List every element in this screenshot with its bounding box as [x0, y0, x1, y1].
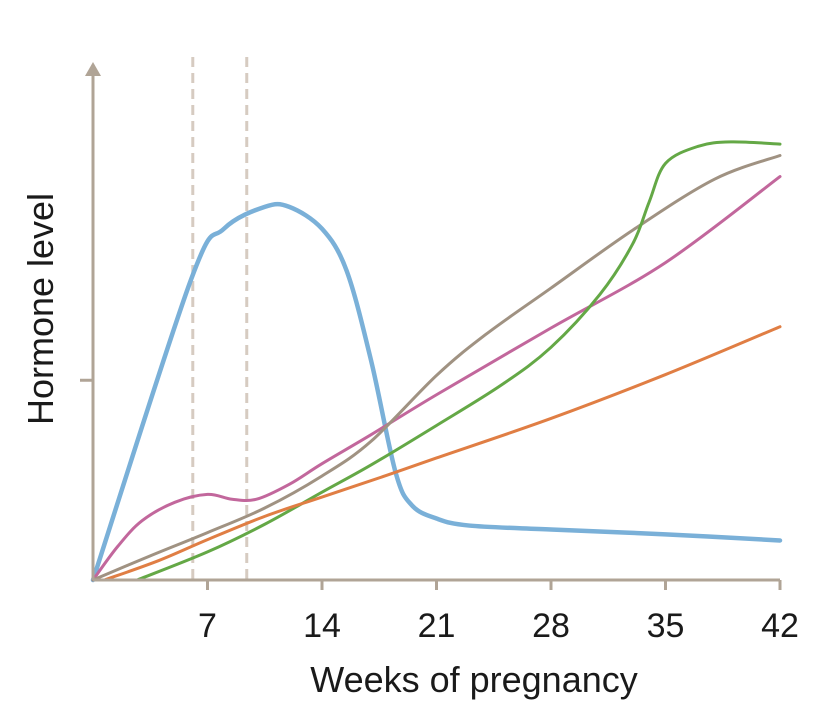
series-line-3 [91, 153, 782, 582]
y-axis-title: Hormone level [20, 193, 61, 425]
series-line-2 [91, 175, 782, 582]
x-tick-label-14: 14 [303, 607, 341, 645]
x-tick-label-7: 7 [198, 607, 217, 645]
x-tick-label-42: 42 [761, 607, 799, 645]
axes [80, 62, 782, 590]
x-tick-label-28: 28 [532, 607, 570, 645]
series-lines [90, 140, 783, 583]
x-axis-title: Weeks of pregnancy [310, 659, 638, 700]
series-line-1 [90, 201, 783, 583]
x-tick-label-35: 35 [647, 607, 685, 645]
series-line-5 [102, 325, 782, 582]
y-axis-arrow [85, 62, 101, 76]
x-tick-label-21: 21 [418, 607, 456, 645]
series-line-4 [135, 140, 782, 582]
reference-lines [191, 57, 249, 580]
tick-labels: 7 14 21 28 35 42 [198, 607, 799, 645]
